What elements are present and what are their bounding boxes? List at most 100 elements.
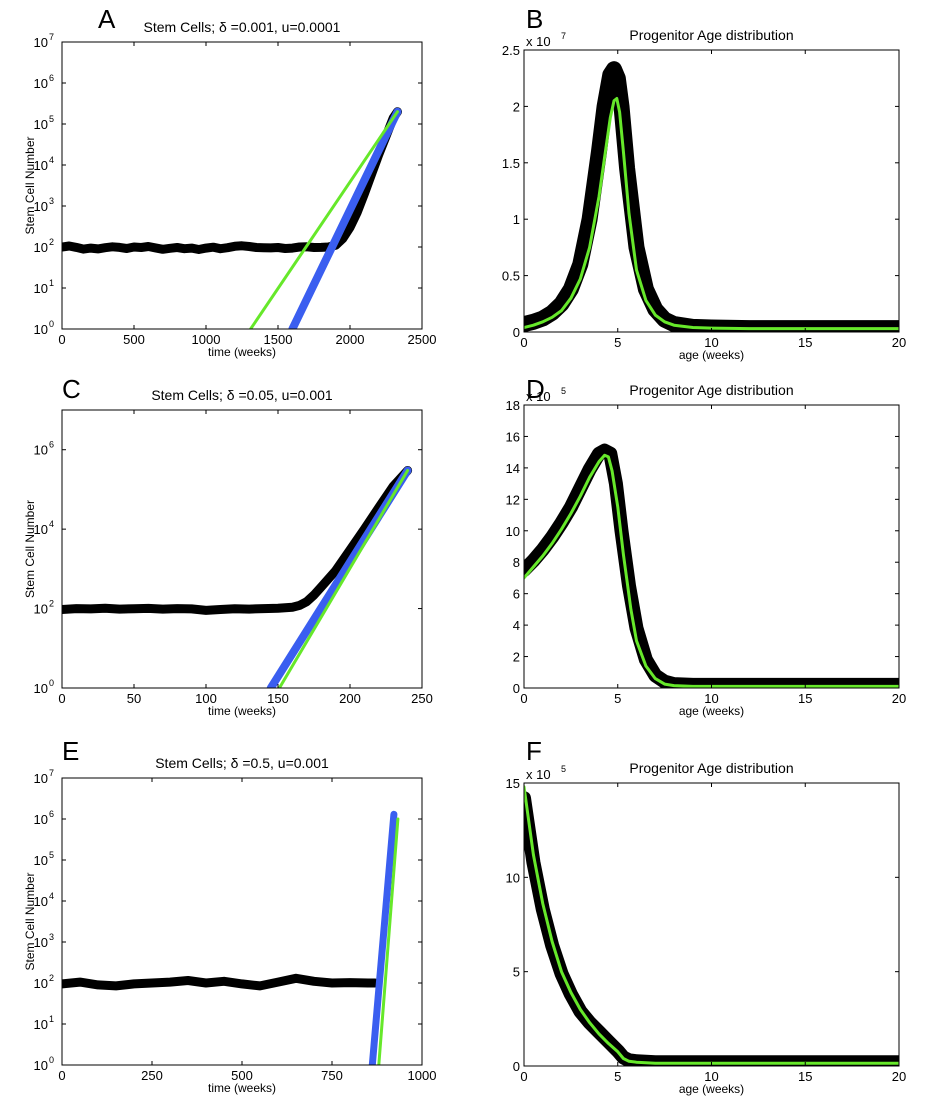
y-tick-exponent: 7	[49, 768, 54, 778]
y-tick-label: 10	[34, 240, 48, 255]
x-tick-label: 150	[267, 691, 289, 706]
x-tick-label: 500	[231, 1068, 253, 1083]
y-tick-exponent: 6	[49, 809, 54, 819]
x-tick-label: 10	[704, 1069, 718, 1084]
x-tick-label: 20	[892, 1069, 906, 1084]
y-tick-label: 2	[513, 99, 520, 114]
axes-box	[523, 782, 900, 1067]
series-fit-blue	[288, 107, 402, 329]
x-tick-label: 200	[339, 691, 361, 706]
chart-title: Stem Cells; δ =0.001, u=0.0001	[144, 19, 341, 35]
x-tick-label: 500	[123, 332, 145, 347]
chart-title: Stem Cells; δ =0.5, u=0.001	[155, 755, 329, 771]
y-tick-exponent: 2	[49, 237, 54, 247]
series-simulation	[62, 973, 380, 991]
panel-letter: F	[526, 736, 542, 766]
y-tick-exponent: 4	[49, 155, 54, 165]
y-tick-label: 6	[513, 587, 520, 602]
y-tick-exponent: 3	[49, 196, 54, 206]
y-tick-exponent: 5	[49, 850, 54, 860]
x-tick-label: 15	[798, 335, 812, 350]
y-multiplier-exponent: 7	[561, 31, 566, 41]
panel-D: 0 5 10 15 20 0 2 4 6 8 10 12 14 16 18 Progenitor Age di…	[506, 374, 907, 718]
chart-title: Progenitor Age distribution	[629, 760, 793, 776]
axes-box	[523, 49, 900, 333]
y-tick-exponent: 1	[49, 278, 54, 288]
y-tick-label: 0	[513, 681, 520, 696]
x-axis-label: age (weeks)	[679, 348, 744, 362]
y-tick-label: 10	[34, 1017, 48, 1032]
x-tick-label: 0	[520, 335, 527, 350]
y-tick-exponent: 3	[49, 932, 54, 942]
y-multiplier: x 10	[526, 767, 551, 782]
chart-title: Progenitor Age distribution	[629, 382, 793, 398]
y-tick-exponent: 0	[49, 319, 54, 329]
x-tick-label: 15	[798, 1069, 812, 1084]
y-multiplier-exponent: 5	[561, 764, 566, 774]
y-tick-label: 1.5	[502, 156, 520, 171]
x-tick-label: 10	[704, 691, 718, 706]
x-tick-label: 50	[127, 691, 141, 706]
y-tick-exponent: 6	[49, 73, 54, 83]
series-group	[524, 61, 899, 332]
x-tick-label: 0	[58, 332, 65, 347]
y-tick-label: 4	[513, 618, 520, 633]
x-tick-label: 20	[892, 335, 906, 350]
y-tick-exponent: 1	[49, 1014, 54, 1024]
x-tick-label: 1500	[264, 332, 293, 347]
panel-B: 0 5 10 15 20 0 0.5 1 1.5 2 2.5 Progenitor Age distr…	[502, 4, 906, 362]
series-fit-green	[249, 110, 399, 329]
y-tick-label: 18	[506, 398, 520, 413]
y-tick-exponent: 2	[49, 599, 54, 609]
x-axis-label: age (weeks)	[679, 1082, 744, 1096]
y-tick-label: 8	[513, 555, 520, 570]
y-tick-label: 10	[34, 117, 48, 132]
y-tick-exponent: 0	[49, 1055, 54, 1065]
x-tick-label: 750	[321, 1068, 343, 1083]
y-tick-label: 10	[34, 771, 48, 786]
y-axis-label: Stem Cell Number	[23, 500, 37, 598]
series-model	[524, 97, 899, 331]
chart-title: Progenitor Age distribution	[629, 27, 793, 43]
x-axis-label: time (weeks)	[208, 345, 276, 359]
x-tick-label: 5	[614, 1069, 621, 1084]
x-tick-label: 10	[704, 335, 718, 350]
axes-box	[523, 404, 900, 689]
y-tick-label: 15	[506, 776, 520, 791]
x-tick-label: 250	[411, 691, 433, 706]
x-tick-label: 250	[141, 1068, 163, 1083]
y-tick-label: 10	[34, 935, 48, 950]
panel-letter: B	[526, 4, 543, 34]
x-tick-label: 5	[614, 691, 621, 706]
y-tick-label: 10	[34, 199, 48, 214]
x-tick-label: 2500	[408, 332, 437, 347]
y-multiplier: x 10	[526, 389, 551, 404]
y-tick-exponent: 5	[49, 114, 54, 124]
panel-letter: C	[62, 374, 81, 404]
y-tick-label: 16	[506, 429, 520, 444]
series-model	[524, 785, 899, 1065]
y-tick-label: 0	[513, 1059, 520, 1074]
series-group	[524, 785, 899, 1066]
x-tick-label: 0	[520, 691, 527, 706]
y-tick-label: 10	[34, 681, 48, 696]
y-tick-label: 2.5	[502, 43, 520, 58]
x-tick-label: 0	[58, 1068, 65, 1083]
y-tick-exponent: 6	[49, 440, 54, 450]
y-tick-label: 10	[506, 870, 520, 885]
y-tick-label: 10	[34, 443, 48, 458]
x-tick-label: 100	[195, 691, 217, 706]
x-tick-label: 0	[520, 1069, 527, 1084]
panel-letter: E	[62, 736, 79, 766]
y-tick-label: 10	[34, 602, 48, 617]
y-tick-label: 10	[34, 76, 48, 91]
series-group	[62, 107, 402, 329]
panel-letter: D	[526, 374, 545, 404]
y-tick-label: 10	[34, 853, 48, 868]
series-group	[62, 466, 413, 688]
y-tick-exponent: 0	[49, 678, 54, 688]
y-tick-exponent: 4	[49, 891, 54, 901]
